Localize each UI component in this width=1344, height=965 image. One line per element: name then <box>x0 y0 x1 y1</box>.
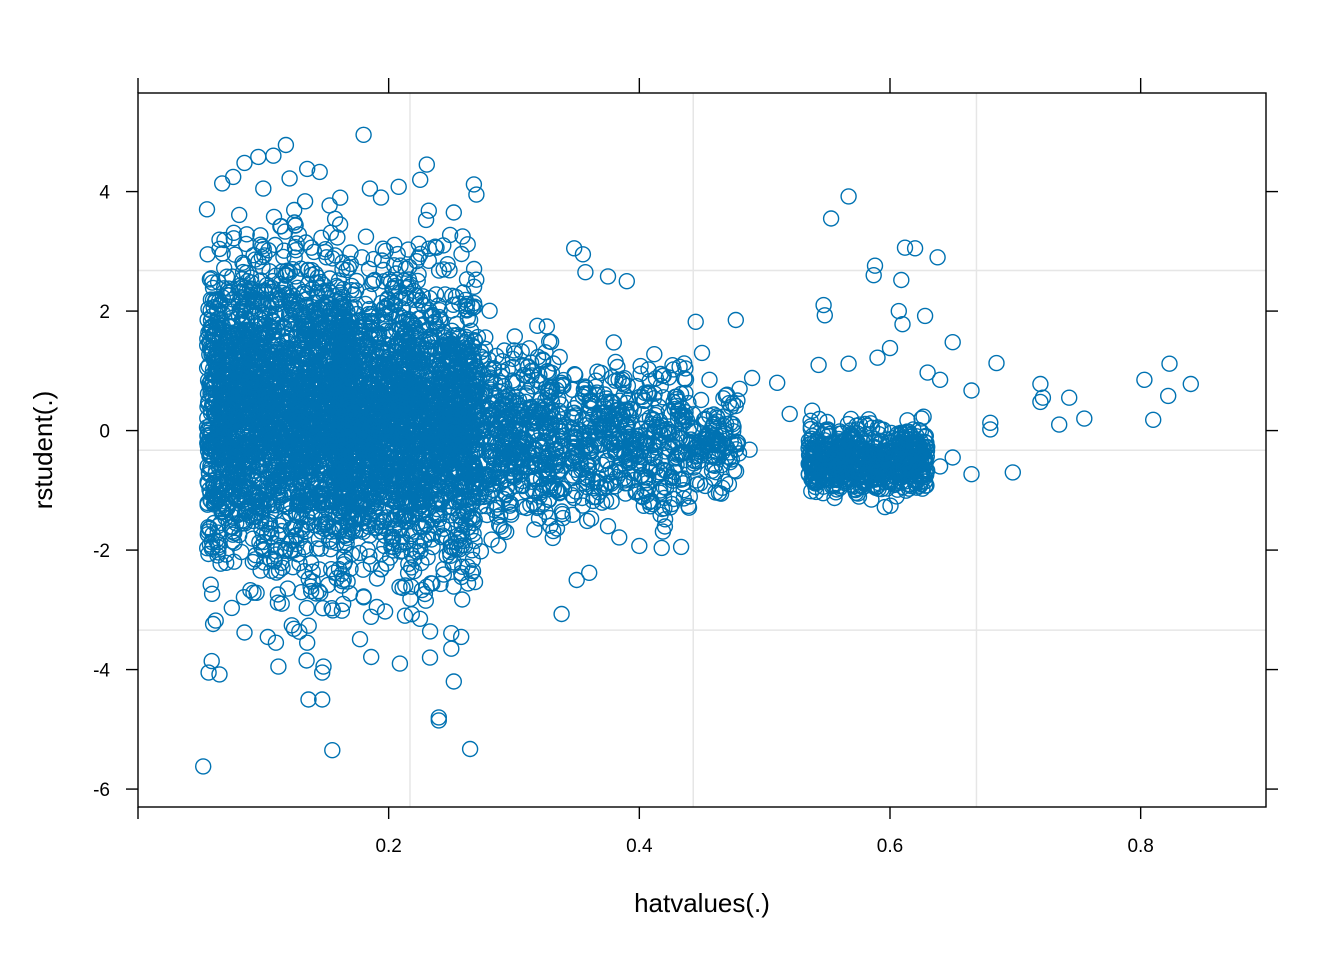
data-point <box>294 585 309 600</box>
data-point <box>423 624 438 639</box>
data-point <box>232 207 247 222</box>
data-point <box>226 169 241 184</box>
data-point <box>419 157 434 172</box>
data-point <box>282 171 297 186</box>
data-point <box>205 586 220 601</box>
data-point <box>364 650 379 665</box>
data-point <box>200 247 215 262</box>
data-point <box>419 212 434 227</box>
data-point <box>217 261 232 276</box>
data-point <box>378 604 393 619</box>
data-point <box>315 601 330 616</box>
data-point <box>299 601 314 616</box>
data-point <box>539 319 554 334</box>
data-point <box>455 592 470 607</box>
data-point <box>359 229 374 244</box>
data-point <box>353 632 368 647</box>
data-point <box>224 600 239 615</box>
data-point <box>413 172 428 187</box>
data-point <box>298 194 313 209</box>
data-point <box>333 190 348 205</box>
data-point <box>482 303 497 318</box>
data-point <box>299 653 314 668</box>
data-point <box>212 241 227 256</box>
data-point <box>467 262 482 277</box>
data-point <box>370 571 385 586</box>
data-point <box>552 350 567 365</box>
data-point <box>507 329 522 344</box>
data-point <box>200 202 215 217</box>
data-point <box>433 576 448 591</box>
data-point <box>215 176 230 191</box>
data-point <box>444 626 459 641</box>
data-point <box>446 579 461 594</box>
data-point <box>356 589 371 604</box>
